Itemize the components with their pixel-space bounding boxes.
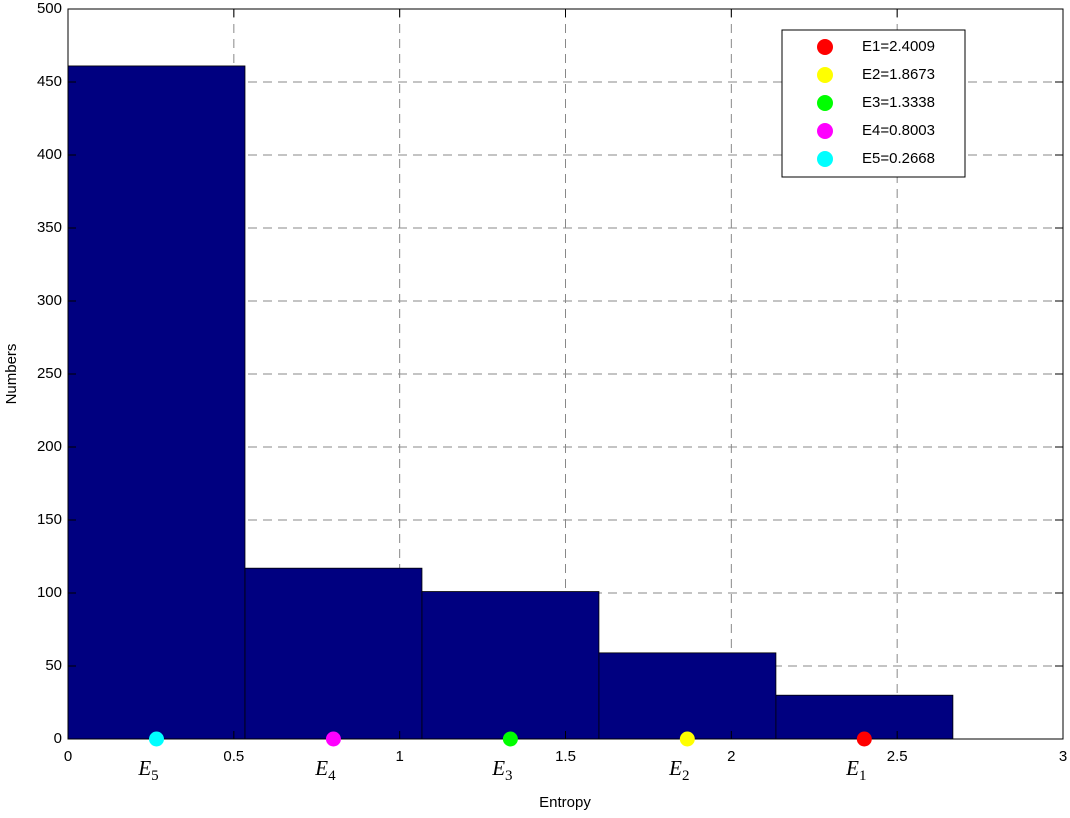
marker-label-base: E bbox=[668, 756, 682, 780]
legend-label: E5=0.2668 bbox=[862, 150, 935, 167]
bar bbox=[421, 591, 600, 740]
legend-label: E2=1.8673 bbox=[862, 66, 935, 83]
y-tick-label: 0 bbox=[54, 730, 62, 747]
marker-label-base: E bbox=[845, 756, 859, 780]
marker-label: E5 bbox=[137, 756, 158, 785]
x-tick-label: 3 bbox=[1059, 748, 1067, 765]
legend-label: E1=2.4009 bbox=[862, 38, 935, 55]
x-tick-label: 2 bbox=[727, 748, 735, 765]
marker-label: E1 bbox=[845, 756, 866, 785]
legend-marker bbox=[817, 67, 833, 83]
y-tick-label: 250 bbox=[37, 365, 62, 382]
marker-label-base: E bbox=[314, 756, 328, 780]
bar bbox=[244, 567, 423, 740]
marker bbox=[502, 731, 518, 747]
x-tick-label: 1.5 bbox=[555, 748, 576, 765]
bar bbox=[67, 65, 246, 740]
y-tick-label: 300 bbox=[37, 292, 62, 309]
marker bbox=[679, 731, 695, 747]
x-tick-label: 2.5 bbox=[887, 748, 908, 765]
x-tick-label: 0.5 bbox=[223, 748, 244, 765]
x-axis-label: Entropy bbox=[539, 794, 591, 811]
y-tick-label: 100 bbox=[37, 584, 62, 601]
y-tick-label: 200 bbox=[37, 438, 62, 455]
x-tick-label: 0 bbox=[64, 748, 72, 765]
y-tick-label: 350 bbox=[37, 219, 62, 236]
legend-label: E3=1.3338 bbox=[862, 94, 935, 111]
legend-marker bbox=[817, 123, 833, 139]
legend-label: E4=0.8003 bbox=[862, 122, 935, 139]
legend-marker bbox=[817, 39, 833, 55]
marker bbox=[325, 731, 341, 747]
marker-label-sub: 2 bbox=[682, 768, 690, 784]
legend-marker bbox=[817, 151, 833, 167]
legend-marker bbox=[817, 95, 833, 111]
y-tick-label: 450 bbox=[37, 73, 62, 90]
marker-label: E4 bbox=[314, 756, 336, 785]
marker-label-sub: 4 bbox=[328, 768, 336, 784]
marker-label-sub: 1 bbox=[859, 768, 867, 784]
marker-label-sub: 3 bbox=[505, 768, 513, 784]
marker-label-base: E bbox=[491, 756, 505, 780]
y-tick-label: 400 bbox=[37, 146, 62, 163]
marker-label-sub: 5 bbox=[151, 768, 159, 784]
x-tick-label: 1 bbox=[395, 748, 403, 765]
marker bbox=[856, 731, 872, 747]
y-axis-label: Numbers bbox=[3, 344, 20, 405]
legend-box bbox=[781, 29, 966, 178]
bar bbox=[598, 652, 777, 740]
marker bbox=[148, 731, 164, 747]
y-tick-label: 50 bbox=[45, 657, 62, 674]
y-tick-label: 500 bbox=[37, 0, 62, 17]
marker-label-base: E bbox=[137, 756, 151, 780]
marker-label: E2 bbox=[668, 756, 689, 785]
marker-label: E3 bbox=[491, 756, 512, 785]
y-tick-label: 150 bbox=[37, 511, 62, 528]
